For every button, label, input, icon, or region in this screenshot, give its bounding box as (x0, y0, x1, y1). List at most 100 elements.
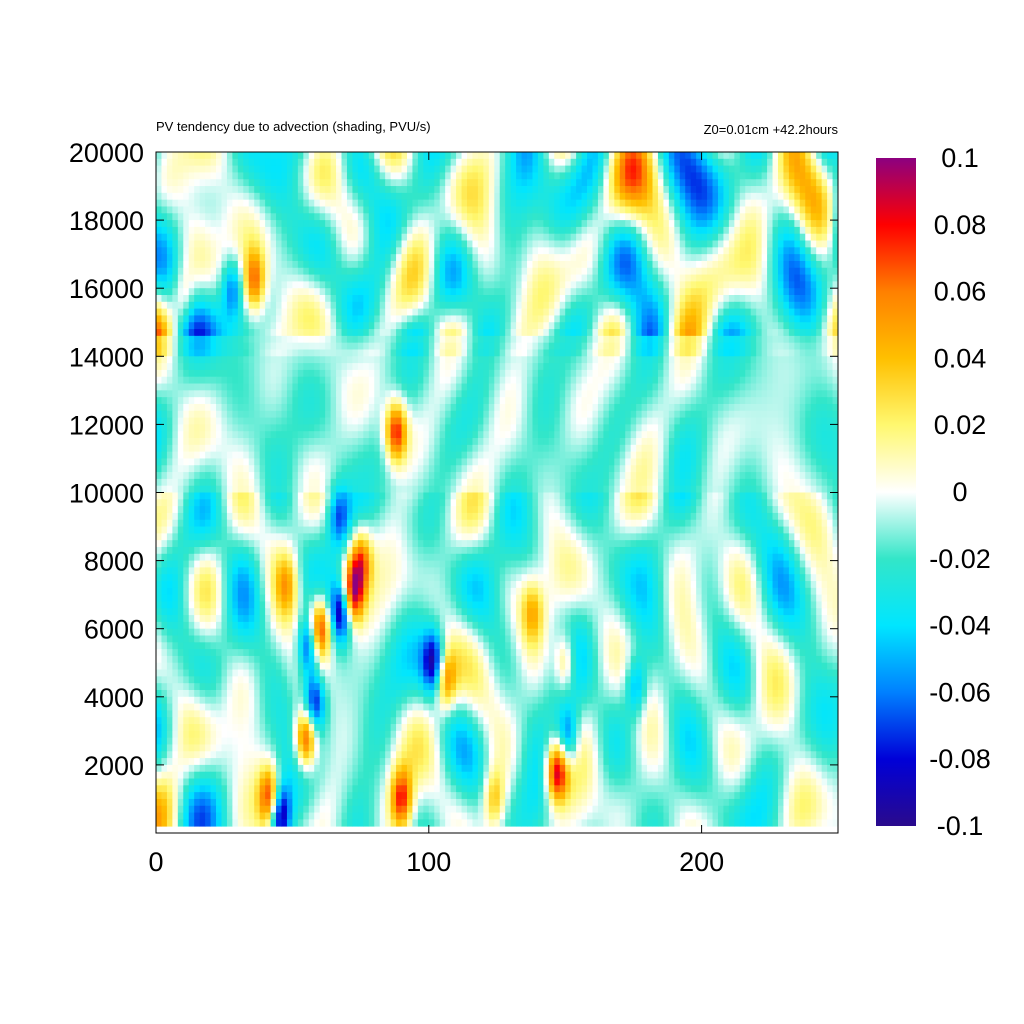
heat-cell (625, 227, 631, 234)
heat-cell (336, 281, 342, 288)
heat-cell (522, 213, 528, 220)
heat-cell (620, 206, 626, 213)
heat-cell (249, 172, 255, 179)
heat-cell (451, 322, 457, 329)
heat-cell (483, 343, 489, 350)
heat-cell (478, 288, 484, 295)
heat-cell (827, 384, 833, 391)
heat-cell (658, 247, 664, 254)
heat-cell (811, 363, 817, 370)
heat-cell (647, 370, 653, 377)
heat-cell (642, 172, 648, 179)
heat-cell (778, 234, 784, 241)
heat-cell (281, 315, 287, 322)
heat-cell (571, 220, 577, 227)
heat-cell (472, 370, 478, 377)
heat-cell (167, 370, 173, 377)
heat-cell (211, 206, 217, 213)
heat-cell (631, 329, 637, 336)
heat-cell (292, 404, 298, 411)
heat-cell (505, 343, 511, 350)
heat-cell (516, 390, 522, 397)
heat-cell (658, 315, 664, 322)
heat-cell (194, 152, 200, 159)
heat-cell (314, 247, 320, 254)
heat-cell (363, 247, 369, 254)
heat-cell (582, 295, 588, 302)
heat-cell (467, 404, 473, 411)
heat-cell (352, 213, 358, 220)
heat-cell (653, 404, 659, 411)
heat-cell (189, 336, 195, 343)
heat-cell (254, 268, 260, 275)
heat-cell (745, 241, 751, 248)
heat-cell (336, 193, 342, 200)
heat-cell (216, 336, 222, 343)
heat-cell (271, 268, 277, 275)
heat-cell (658, 370, 664, 377)
heat-cell (532, 302, 538, 309)
heat-cell (827, 322, 833, 329)
heat-cell (221, 370, 227, 377)
heat-cell (309, 363, 315, 370)
heat-cell (238, 241, 244, 248)
heat-cell (227, 200, 233, 207)
heat-cell (221, 363, 227, 370)
heat-cell (511, 397, 517, 404)
heat-cell (309, 370, 315, 377)
heat-cell (407, 227, 413, 234)
heat-cell (560, 411, 566, 418)
heat-cell (156, 254, 162, 261)
heat-cell (745, 336, 751, 343)
heat-cell (691, 275, 697, 282)
heat-cell (211, 268, 217, 275)
heat-cell (172, 322, 178, 329)
heat-cell (303, 295, 309, 302)
heat-cell (391, 213, 397, 220)
heat-cell (713, 288, 719, 295)
heat-cell (342, 384, 348, 391)
heat-cell (418, 254, 424, 261)
heat-cell (827, 220, 833, 227)
heat-cell (663, 275, 669, 282)
heat-cell (740, 377, 746, 384)
heat-cell (429, 309, 435, 316)
heat-cell (800, 193, 806, 200)
heat-cell (483, 213, 489, 220)
heat-cell (805, 411, 811, 418)
heat-cell (582, 206, 588, 213)
heat-cell (281, 220, 287, 227)
heat-cell (221, 254, 227, 261)
heat-cell (402, 288, 408, 295)
heat-cell (718, 213, 724, 220)
heat-cell (380, 206, 386, 213)
heat-cell (702, 397, 708, 404)
heat-cell (603, 418, 609, 425)
heat-cell (380, 336, 386, 343)
heat-cell (516, 241, 522, 248)
heat-cell (287, 261, 293, 268)
heat-cell (287, 227, 293, 234)
heat-cell (576, 241, 582, 248)
heat-cell (505, 411, 511, 418)
heat-cell (723, 166, 729, 173)
heat-cell (674, 397, 680, 404)
heat-cell (265, 193, 271, 200)
heat-cell (527, 329, 533, 336)
heat-cell (756, 172, 762, 179)
heat-cell (500, 390, 506, 397)
heat-cell (440, 397, 446, 404)
heat-cell (707, 254, 713, 261)
heat-cell (587, 302, 593, 309)
heat-cell (734, 206, 740, 213)
heat-cell (691, 363, 697, 370)
heat-cell (560, 315, 566, 322)
heat-cell (243, 254, 249, 261)
heat-cell (232, 254, 238, 261)
heat-cell (178, 241, 184, 248)
heat-cell (418, 356, 424, 363)
heat-cell (342, 234, 348, 241)
heat-cell (794, 186, 800, 193)
heat-cell (620, 336, 626, 343)
heat-cell (647, 275, 653, 282)
